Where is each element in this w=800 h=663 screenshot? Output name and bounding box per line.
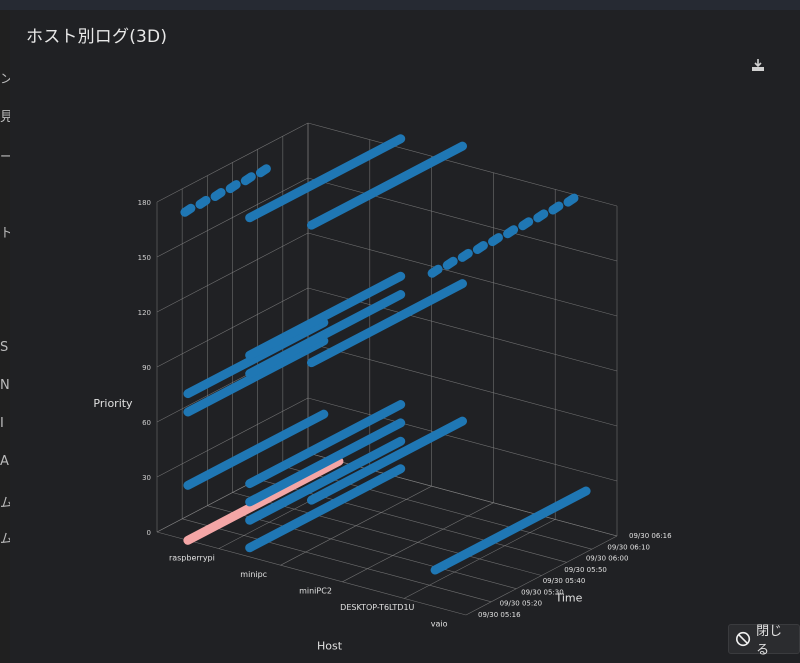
data-series-line: [245, 134, 406, 223]
z-axis-title: Priority: [93, 397, 133, 410]
floor-grid-line: [182, 518, 492, 603]
data-series-line: [245, 418, 406, 507]
background-char: ン: [0, 72, 10, 87]
back-wall-grid-line: [307, 177, 618, 262]
data-series-line: [245, 271, 406, 360]
data-point: [195, 195, 211, 209]
data-series-line: [183, 409, 329, 490]
background-char: ー: [0, 150, 10, 165]
download-icon: [752, 59, 764, 71]
back-wall-grid-line: [307, 122, 618, 207]
background-char: ム: [0, 532, 10, 547]
background-char: I: [0, 416, 4, 431]
back-wall-grid-line: [307, 397, 618, 482]
background-char: S: [0, 340, 9, 355]
close-button[interactable]: 閉じる: [728, 624, 800, 658]
z-tick-label: 0: [147, 529, 151, 537]
data-series-line: [430, 486, 591, 575]
y-tick-label: 09/30 06:10: [607, 543, 650, 551]
no-entry-icon: [735, 631, 751, 647]
y-tick-label: 09/30 06:16: [629, 532, 672, 540]
data-series-line: [307, 279, 467, 368]
background-char: 見: [0, 110, 10, 125]
y-tick-label: 09/30 05:50: [564, 566, 607, 574]
data-point: [255, 164, 271, 178]
data-series-line: [307, 416, 467, 505]
x-axis-title: Host: [317, 640, 343, 653]
data-point: [533, 209, 549, 223]
chart-modal: ホスト別ログ(3D) 閉じる: [10, 10, 800, 663]
z-tick-label: 180: [138, 199, 151, 207]
background-char: A: [0, 454, 9, 469]
data-point: [457, 248, 473, 262]
x-tick-label: minipc: [240, 570, 267, 579]
modal-title: ホスト別ログ(3D): [26, 27, 168, 47]
data-series-line: [183, 336, 329, 417]
data-point: [427, 264, 443, 278]
data-series-line: [307, 141, 467, 230]
y-tick-label: 09/30 05:30: [521, 588, 564, 596]
z-tick-label: 30: [142, 474, 151, 482]
data-point: [488, 233, 503, 247]
floor-grid-line: [156, 531, 467, 616]
z-tick-label: 90: [142, 364, 151, 372]
background-left-strip: ン 見 ー ト S N I A ム ム: [0, 10, 10, 663]
data-point: [518, 217, 534, 231]
data-point: [548, 201, 564, 215]
back-wall-grid-line: [307, 232, 618, 317]
z-tick-label: 150: [138, 254, 151, 262]
z-tick-label: 60: [142, 419, 151, 427]
back-wall-grid-line: [307, 342, 618, 427]
data-series-line: [183, 456, 344, 545]
data-series-line: [245, 436, 406, 525]
data-point: [240, 172, 256, 186]
data-point: [225, 180, 241, 194]
data-point: [210, 188, 226, 201]
background-char: ト: [0, 226, 10, 241]
y-tick-label: 09/30 05:40: [543, 577, 586, 585]
y-tick-label: 09/30 05:16: [478, 611, 521, 619]
download-button[interactable]: [748, 55, 768, 75]
data-series-line: [245, 400, 406, 489]
y-tick-label: 09/30 06:00: [586, 555, 629, 563]
background-char: N: [0, 378, 10, 393]
background-char: ム: [0, 496, 10, 511]
z-tick-label: 120: [138, 309, 151, 317]
data-series-line: [245, 290, 406, 379]
data-point: [503, 225, 519, 239]
data-point: [180, 203, 196, 217]
y-tick-label: 09/30 05:20: [500, 600, 543, 608]
x-tick-label: DESKTOP-T6LTD1U: [340, 603, 414, 612]
x-tick-label: raspberrypi: [169, 553, 215, 562]
data-series-line: [245, 464, 406, 553]
x-tick-label: miniPC2: [299, 587, 332, 596]
y-axis-title: Time: [555, 592, 583, 605]
data-point: [442, 256, 458, 270]
data-point: [563, 193, 579, 207]
background-top-strip: [0, 0, 800, 10]
close-button-label: 閉じる: [756, 624, 783, 658]
x-tick-label: vaio: [431, 620, 448, 629]
data-point: [472, 241, 488, 254]
data-series-line: [183, 318, 329, 399]
